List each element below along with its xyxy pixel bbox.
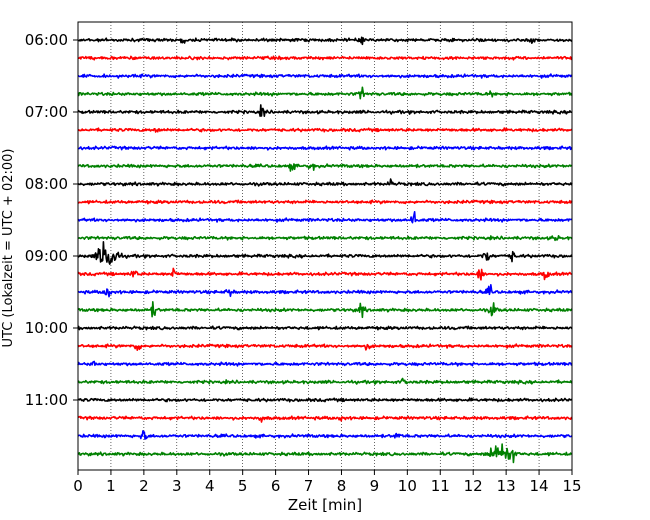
x-tick-label: 11 xyxy=(431,477,450,495)
x-tick-label: 15 xyxy=(562,477,581,495)
x-tick-label: 1 xyxy=(106,477,116,495)
trace-1015 xyxy=(77,343,573,352)
trace-0645 xyxy=(77,86,573,100)
x-tick-label: 12 xyxy=(464,477,483,495)
y-tick-label: 09:00 xyxy=(25,247,68,265)
x-tick-label: 9 xyxy=(370,477,380,495)
trace-0800 xyxy=(77,178,573,187)
trace-0715 xyxy=(77,127,573,133)
trace-0930 xyxy=(77,283,573,298)
y-tick-label: 07:00 xyxy=(25,103,68,121)
trace-0830 xyxy=(77,210,573,224)
x-tick-label: 6 xyxy=(271,477,281,495)
trace-0600 xyxy=(77,36,573,46)
x-tick-label: 13 xyxy=(497,477,516,495)
trace-0845 xyxy=(77,234,573,242)
y-tick-label: 06:00 xyxy=(25,31,68,49)
x-tick-label: 4 xyxy=(205,477,215,495)
x-axis-label: Zeit [min] xyxy=(288,496,362,514)
trace-0700 xyxy=(77,104,573,118)
x-tick-label: 14 xyxy=(530,477,549,495)
trace-0745 xyxy=(77,163,573,172)
y-tick-label: 10:00 xyxy=(25,319,68,337)
trace-0815 xyxy=(77,199,573,205)
y-tick-label: 08:00 xyxy=(25,175,68,193)
y-axis-ticks: 06:00 07:00 08:00 09:00 10:00 11:00 xyxy=(25,31,78,409)
trace-1000 xyxy=(77,325,573,331)
x-axis-ticks: 0 1 2 3 4 5 6 7 8 9 10 11 12 13 14 15 xyxy=(73,470,582,495)
trace-0630 xyxy=(77,73,573,79)
trace-1100 xyxy=(77,397,573,403)
trace-0945 xyxy=(77,301,573,319)
x-tick-label: 7 xyxy=(304,477,314,495)
trace-1130 xyxy=(77,430,573,440)
x-tick-label: 2 xyxy=(139,477,149,495)
trace-0730 xyxy=(77,145,573,151)
y-axis-label: UTC (Lokalzeit = UTC + 02:00) xyxy=(1,149,16,348)
trace-1030 xyxy=(77,360,573,367)
trace-0900 xyxy=(77,240,573,265)
y-tick-label: 11:00 xyxy=(25,391,68,409)
trace-1145 xyxy=(77,443,573,464)
trace-0615 xyxy=(77,55,573,61)
x-tick-label: 5 xyxy=(238,477,248,495)
x-tick-label: 10 xyxy=(398,477,417,495)
x-tick-label: 0 xyxy=(73,477,83,495)
trace-1045 xyxy=(77,377,573,385)
grid-lines xyxy=(110,22,540,470)
trace-1115 xyxy=(77,415,573,423)
plot-frame xyxy=(77,21,573,471)
trace-0915 xyxy=(77,267,573,281)
seismic-traces xyxy=(77,36,573,464)
x-tick-label: 8 xyxy=(337,477,347,495)
x-tick-label: 3 xyxy=(172,477,182,495)
